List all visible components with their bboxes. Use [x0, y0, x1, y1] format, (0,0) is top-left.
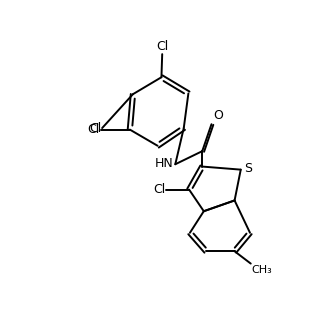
Text: Cl: Cl [153, 183, 165, 196]
Text: Cl: Cl [89, 122, 101, 135]
Text: S: S [244, 162, 252, 175]
Text: Cl: Cl [156, 40, 168, 53]
Text: Cl: Cl [87, 123, 100, 136]
Text: CH₃: CH₃ [252, 265, 272, 275]
Text: HN: HN [155, 157, 174, 170]
Text: O: O [213, 109, 223, 122]
